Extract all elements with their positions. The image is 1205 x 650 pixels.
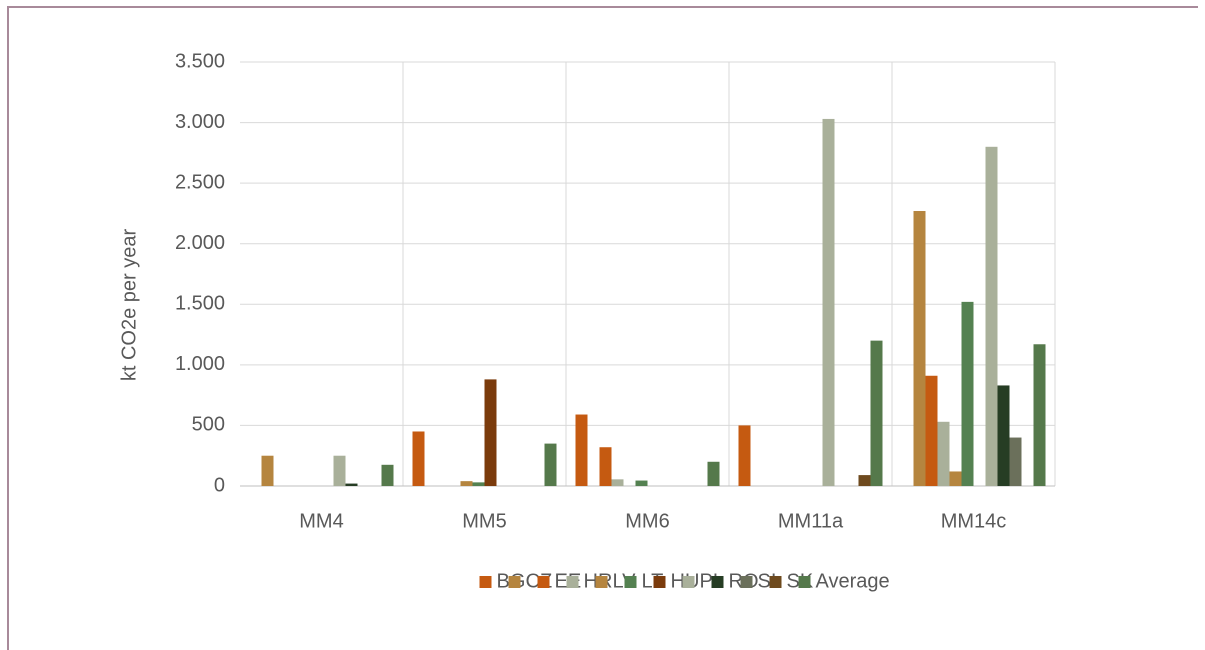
bar [937,421,950,486]
bar [822,118,835,487]
y-tick-label: 2.000 [175,232,225,254]
x-tick-label: MM14c [941,510,1007,532]
bar [484,379,497,486]
bar [870,340,883,486]
bar [635,480,648,486]
bar [997,385,1010,486]
y-tick-label: 1.000 [175,353,225,375]
bar [985,146,998,487]
bar [611,479,624,486]
y-tick-label: 0 [214,474,225,496]
x-tick-label: MM4 [299,510,343,532]
legend-swatch [479,576,492,588]
bar [949,471,962,486]
x-tick-label: MM5 [462,510,506,532]
bar [333,455,346,486]
legend-swatch [769,576,782,588]
bar [913,211,926,486]
x-tick-label: MM6 [625,510,669,532]
y-tick-label: 2.500 [175,171,225,193]
frame [7,6,1198,650]
y-tick-label: 1.500 [175,293,225,315]
bar [460,481,473,486]
legend-swatch [595,576,608,588]
bar [858,475,871,486]
y-tick-label: 3.000 [175,111,225,133]
legend-swatch [740,576,753,588]
bar [707,461,720,486]
bar [599,447,612,486]
bar [544,443,557,486]
legend-swatch [653,576,666,588]
legend-swatch [798,576,811,588]
bar [575,414,588,486]
legend-label: Average [816,570,890,592]
x-tick-label: MM11a [778,510,844,532]
legend-swatch [711,576,724,588]
bar [381,464,394,486]
bar [738,425,751,486]
y-axis-label: kt CO2e per year [118,229,140,382]
legend-swatch [566,576,579,588]
bar [961,301,974,486]
legend-swatch [508,576,521,588]
bar [345,483,358,486]
bar [472,482,485,486]
legend-swatch [682,576,695,588]
bar [412,431,425,486]
y-tick-label: 3.500 [175,50,225,72]
legend-swatch [624,576,637,588]
legend-swatch [537,576,550,588]
bar [1033,344,1046,486]
legend: BGCZEEHRLVLTHUPLROSISKAverage [479,570,890,592]
bar [261,455,274,486]
bar [925,375,938,486]
bar [1009,437,1022,486]
y-tick-label: 500 [192,414,225,436]
